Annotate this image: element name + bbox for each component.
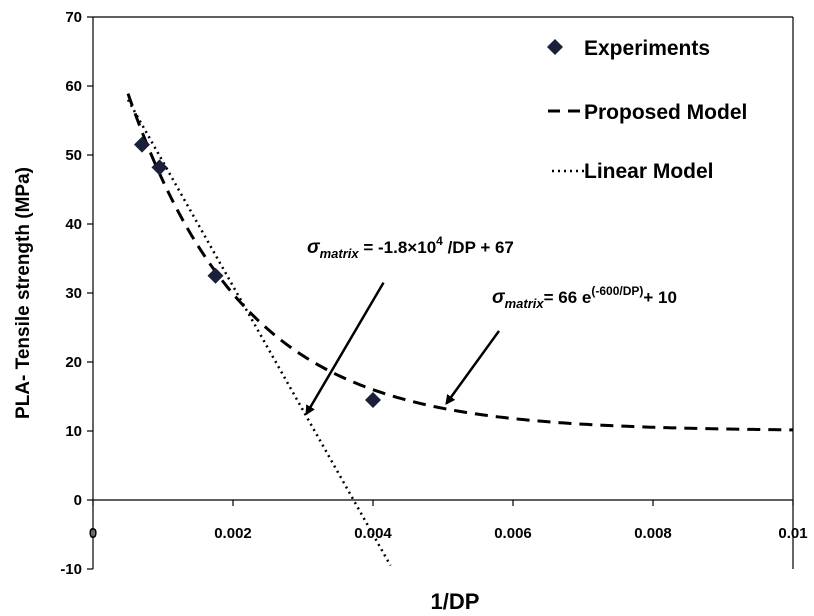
y-tick-label: 30 — [65, 285, 82, 302]
arrows-layer — [305, 282, 501, 416]
legend-linear-label: Linear Model — [584, 160, 714, 183]
y-tick-label: 0 — [74, 492, 82, 509]
linear-model-line — [126, 99, 392, 567]
y-tick-label: 10 — [65, 423, 82, 440]
x-tick-label: 0.008 — [634, 525, 672, 542]
y-tick-label: -10 — [60, 561, 82, 578]
legend: Experiments Proposed Model Linear Model — [547, 37, 747, 183]
y-axis-title: PLA- Tensile strength (MPa) — [13, 167, 34, 419]
legend-experiments-label: Experiments — [584, 37, 710, 60]
experiment-data-point — [365, 391, 381, 408]
x-tick-label: 0.006 — [494, 525, 532, 542]
linear-equation-arrow — [305, 282, 385, 416]
experiment-data-point — [134, 136, 150, 153]
series-layer — [126, 93, 794, 567]
y-tick-label: 50 — [65, 147, 82, 164]
legend-experiments-marker — [547, 39, 563, 55]
experiment-data-point — [207, 267, 224, 284]
experiment-data-point — [151, 159, 168, 176]
y-tick-label: 20 — [65, 354, 82, 371]
y-tick-label: 70 — [65, 9, 82, 26]
y-tick-label: 60 — [65, 78, 82, 95]
legend-proposed-label: Proposed Model — [584, 101, 747, 124]
proposed-equation-arrow — [445, 330, 501, 406]
linear-equation-label: σmatrix = -1.8×104 /DP + 67 — [307, 234, 514, 261]
proposed-equation-label: σmatrix= 66 e(-600/DP)+ 10 — [492, 284, 677, 311]
x-tick-label: 0.002 — [214, 525, 252, 542]
x-axis-title: 1/DP — [431, 589, 480, 614]
proposed-model-curve — [126, 93, 794, 432]
x-tick-label: 0.01 — [778, 525, 807, 542]
x-tick-label: 0 — [89, 525, 97, 542]
y-tick-label: 40 — [65, 216, 82, 233]
